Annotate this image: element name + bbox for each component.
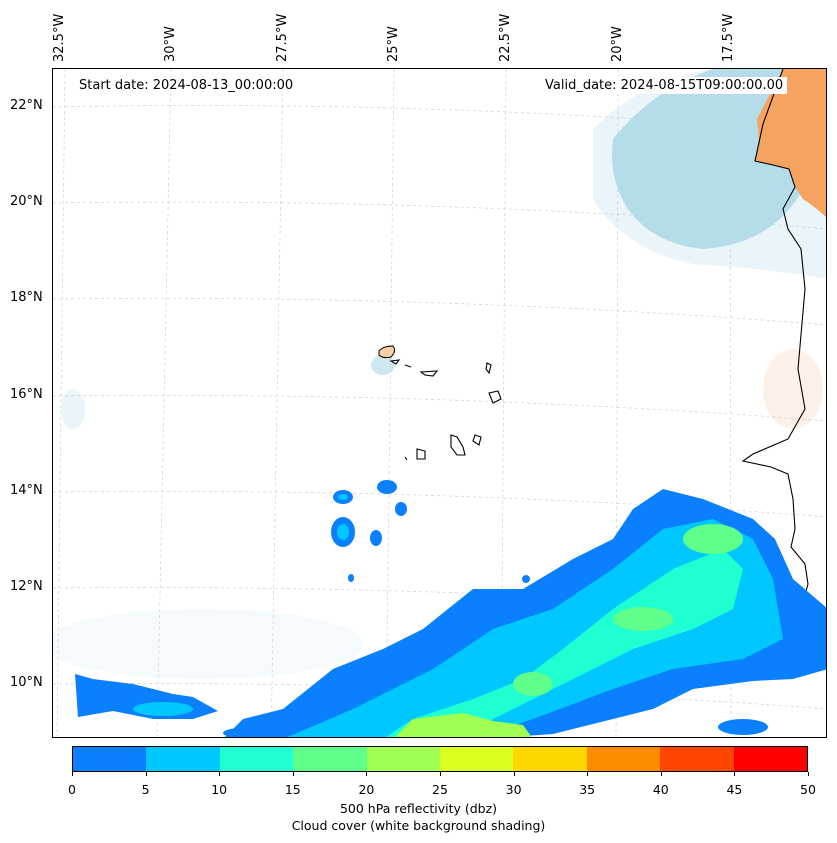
longitude-label: 32.5°W [52,13,67,62]
latitude-label: 14°N [10,483,43,498]
latitude-label: 12°N [10,579,43,594]
reflectivity-cell-b [377,480,397,494]
colorbar-segment [73,747,147,771]
reflectivity-core-25 [395,713,532,737]
latitude-label: 20°N [10,194,43,209]
longitude-label: 22.5°W [498,13,513,62]
island-boa-vista [488,390,502,404]
map-canvas [53,69,826,737]
colorbar-segment [660,747,734,771]
reflectivity-cell-g [606,543,630,559]
colorbar-tick-label: 15 [284,782,301,797]
colorbar-tick-mark [808,772,809,776]
colorbar-segment [146,747,220,771]
reflectivity-cell-h [522,575,530,583]
colorbar-segment [733,747,808,771]
reflectivity-contours [75,480,826,737]
latitude-label: 16°N [10,387,43,402]
land [378,69,826,359]
colorbar-segment [366,747,441,771]
latitude-label: 10°N [10,675,43,690]
island-sal [485,362,492,375]
reflectivity-band-10 [287,519,783,737]
colorbar-tick-label: 50 [800,782,816,797]
colorbar-tick-label: 45 [726,782,743,797]
longitude-label: 25°W [386,26,401,62]
island-brava [404,456,408,461]
reflectivity-cell-a-inner [338,494,348,500]
cloud-patch-southwest [53,609,363,679]
start-date-label: Start date: 2024-08-13_00:00:00 [75,77,298,94]
latitude-label: 22°N [10,98,43,113]
cloud-patch-islands [371,355,395,375]
reflectivity-cell-f [348,574,354,582]
colorbar-tick-mark [219,772,221,776]
reflectivity-band-15 [386,549,743,737]
colorbar-tick-mark [145,772,147,776]
longitude-label: 30°W [163,26,178,62]
colorbar-sublabel: Cloud cover (white background shading) [291,818,546,833]
longitude-label: 20°W [610,26,625,62]
colorbar-tick-mark [292,772,294,776]
reflectivity-cell-d-inner [337,524,349,540]
colorbar-segment [586,747,661,771]
colorbar-tick-mark [587,772,589,776]
colorbar-tick-mark [513,772,515,776]
reflectivity-cell-c [395,502,407,516]
longitude-label: 17.5°W [721,13,736,62]
colorbar-label: 500 hPa reflectivity (dbz) [339,801,498,816]
cloud-patch-west [61,389,85,429]
reflectivity-cell-west-inner [133,702,193,716]
valid-date-label: Valid_date: 2024-08-15T09:00:00.00 [541,77,788,94]
colorbar-tick-mark [366,772,368,776]
island-santo-antao [378,345,396,359]
reflectivity-cell-j [223,727,283,737]
latitude-label: 18°N [10,290,43,305]
island-santa-luzia [404,364,412,368]
colorbar-tick-mark [440,772,441,776]
colorbar-segment [219,747,294,771]
colorbar-tick-label: 5 [141,782,150,797]
colorbar-tick-label: 20 [358,782,375,797]
colorbar-tick-label: 10 [211,782,228,797]
island-sao-nicolau [419,370,439,377]
colorbar-tick-mark [72,772,73,776]
colorbar-tick-label: 0 [68,782,76,797]
colorbar [72,746,808,772]
colorbar-tick-label: 35 [579,782,596,797]
colorbar-tick-mark [660,772,662,776]
reflectivity-core-20b [613,607,673,631]
reflectivity-core-20 [683,524,743,554]
reflectivity-cell-e [370,530,382,546]
colorbar-segment [440,747,514,771]
colorbar-tick-label: 30 [505,782,522,797]
island-maio [472,434,482,446]
colorbar-tick-mark [734,772,736,776]
map-panel [52,68,827,738]
island-santiago [450,434,466,456]
longitude-label: 27.5°W [275,13,290,62]
colorbar-segment [513,747,587,771]
island-fogo [416,448,426,460]
colorbar-segment [293,747,367,771]
colorbar-tick-label: 40 [652,782,669,797]
reflectivity-core-20c [513,672,553,696]
island-sao-vicente [389,359,401,365]
cloud-patch-coast [763,349,823,429]
colorbar-tick-label: 25 [432,782,448,797]
reflectivity-cell-i [718,719,768,735]
africa-land [755,69,826,218]
